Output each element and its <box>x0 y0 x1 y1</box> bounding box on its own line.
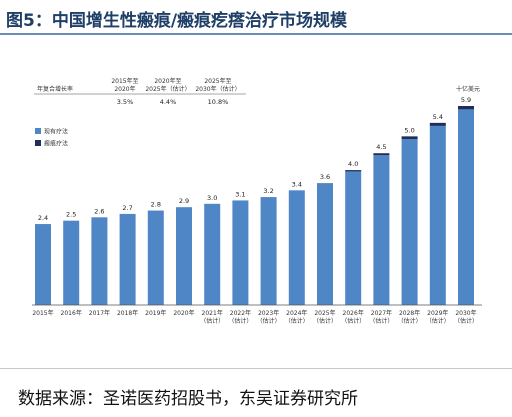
x-tick-sublabel-7: （估计） <box>228 317 252 325</box>
bars-group <box>35 106 474 306</box>
cagr-period-3-line2: 2030年（估计） <box>195 85 240 93</box>
bar-existing-11 <box>345 171 362 305</box>
x-tick-label-15: 2030年 <box>455 309 476 317</box>
figure-header: 图5：中国增生性瘢痕/瘢痕疙瘩治疗市场规模 <box>0 0 512 35</box>
bar-existing-8 <box>260 197 277 305</box>
x-tick-label-6: 2021年 <box>202 309 223 317</box>
bar-scar-therapy-14 <box>429 122 446 126</box>
value-label-13: 5.0 <box>404 126 414 134</box>
x-tick-label-0: 2015年 <box>32 309 53 317</box>
bar-existing-14 <box>429 125 446 306</box>
bar-scar-therapy-13 <box>401 136 418 140</box>
bar-scar-therapy-11 <box>345 170 362 172</box>
x-tick-label-13: 2028年 <box>399 309 420 317</box>
x-tick-label-9: 2024年 <box>286 309 307 317</box>
cagr-period-1-line2: 2020年 <box>114 85 135 93</box>
bar-existing-2 <box>91 217 108 305</box>
value-label-4: 2.8 <box>151 201 161 209</box>
x-tick-sublabel-8: （估计） <box>257 317 281 325</box>
value-label-11: 4.0 <box>348 160 358 168</box>
x-tick-label-8: 2023年 <box>258 309 279 317</box>
bar-scar-therapy-12 <box>373 153 390 156</box>
value-label-3: 2.7 <box>122 204 132 212</box>
legend-swatch-existing <box>35 128 41 134</box>
bar-existing-3 <box>119 213 136 305</box>
bar-existing-12 <box>373 155 390 305</box>
value-label-5: 2.9 <box>179 197 189 205</box>
x-tick-sublabel-10: （估计） <box>313 317 337 325</box>
value-label-14: 5.4 <box>433 113 443 121</box>
x-tick-labels-group: 2015年 2016年 2017年 2018年 2019年 2020年 2021年（估计）2… <box>32 309 478 325</box>
bar-existing-1 <box>63 220 80 305</box>
x-tick-sublabel-14: （估计） <box>426 317 450 325</box>
cagr-value-3: 10.8% <box>208 98 229 106</box>
value-label-7: 3.1 <box>235 190 245 198</box>
x-tick-label-5: 2020年 <box>173 309 194 317</box>
legend-label-scar-therapy: 瘢痕疗法 <box>44 140 68 148</box>
value-label-8: 3.2 <box>263 187 273 195</box>
cagr-table: 年复合增长率 2015年至 2020年 2020年至 2025年（估计） 202… <box>34 77 246 106</box>
legend-swatch-scar-therapy <box>35 140 41 146</box>
x-tick-label-14: 2029年 <box>427 309 448 317</box>
cagr-period-3-line1: 2025年至 <box>204 77 231 85</box>
unit-label: 十亿美元 <box>456 85 480 93</box>
legend: 现有疗法 瘢痕疗法 <box>35 128 68 148</box>
cagr-period-2-line1: 2020年至 <box>154 77 181 85</box>
source-note: 数据来源：圣诺医药招股书，东吴证券研究所 <box>18 389 358 409</box>
x-tick-sublabel-12: （估计） <box>369 317 393 325</box>
x-tick-label-4: 2019年 <box>145 309 166 317</box>
bar-existing-10 <box>317 183 333 305</box>
value-label-2: 2.6 <box>94 207 104 215</box>
x-tick-label-10: 2025年 <box>314 309 335 317</box>
x-tick-sublabel-9: （估计） <box>285 317 309 325</box>
value-label-15: 5.9 <box>461 96 471 104</box>
bar-existing-4 <box>147 210 164 305</box>
x-tick-label-7: 2022年 <box>230 309 251 317</box>
value-label-6: 3.0 <box>207 194 217 202</box>
bar-scar-therapy-15 <box>458 106 474 110</box>
x-tick-label-2: 2017年 <box>89 309 110 317</box>
legend-label-existing: 现有疗法 <box>44 128 68 136</box>
x-tick-label-1: 2016年 <box>61 309 82 317</box>
x-tick-sublabel-15: （估计） <box>454 317 478 325</box>
bar-existing-7 <box>232 200 249 305</box>
x-tick-sublabel-11: （估计） <box>341 317 365 325</box>
bar-existing-13 <box>401 139 418 305</box>
bar-existing-15 <box>458 109 474 305</box>
bar-existing-6 <box>204 203 221 305</box>
value-label-10: 3.6 <box>320 173 330 181</box>
value-label-12: 4.5 <box>376 143 386 151</box>
footer-divider <box>0 368 512 369</box>
value-label-9: 3.4 <box>292 180 302 188</box>
bar-existing-5 <box>176 207 192 305</box>
cagr-value-1: 3.5% <box>117 98 134 106</box>
cagr-value-2: 4.4% <box>160 98 177 106</box>
cagr-row-label: 年复合增长率 <box>37 85 73 93</box>
x-tick-label-3: 2018年 <box>117 309 138 317</box>
bar-existing-0 <box>35 224 51 305</box>
value-label-1: 2.5 <box>66 211 76 219</box>
x-tick-label-11: 2026年 <box>343 309 364 317</box>
title-divider <box>0 33 512 35</box>
figure-title: 图5：中国增生性瘢痕/瘢痕疙瘩治疗市场规模 <box>6 11 348 31</box>
x-tick-label-12: 2027年 <box>371 309 392 317</box>
bar-existing-9 <box>288 190 305 305</box>
x-tick-sublabel-13: （估计） <box>398 317 422 325</box>
cagr-period-2-line2: 2025年（估计） <box>145 85 190 93</box>
cagr-period-1-line1: 2015年至 <box>111 77 138 85</box>
value-label-0: 2.4 <box>38 214 48 222</box>
value-labels-group: 2.4 2.5 2.6 2.7 2.8 2.9 3.0 3.1 3.2 3.4 3.6 4.0 4.5 5… <box>38 96 471 222</box>
x-tick-sublabel-6: （估计） <box>200 317 224 325</box>
